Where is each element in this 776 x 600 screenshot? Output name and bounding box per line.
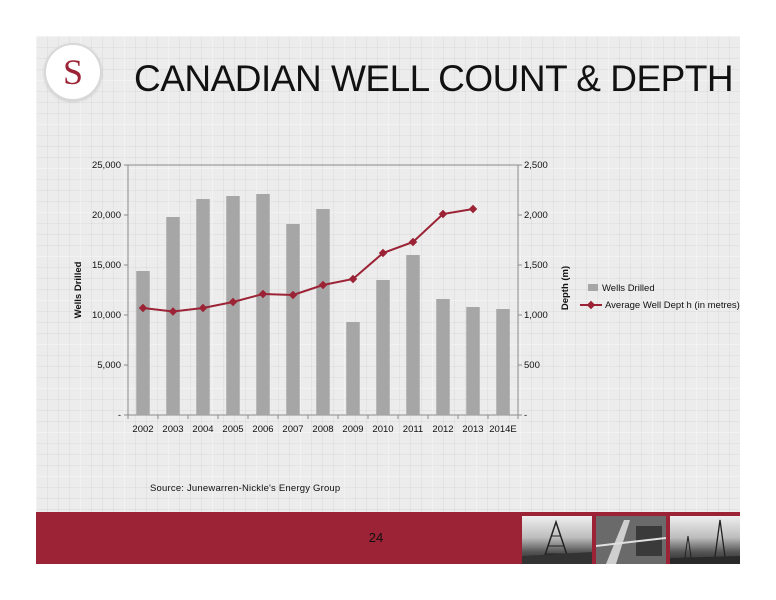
drill-floor-photo (596, 516, 666, 564)
slide: S CANADIAN WELL COUNT & DEPTH - 5,000 10,0… (36, 36, 740, 564)
x-tick-label: 2007 (282, 424, 303, 435)
source-note: Source: Junewarren-Nickle's Energy Group (150, 483, 341, 494)
bar-wells-drilled (406, 255, 420, 415)
x-tick-label: 2003 (162, 424, 183, 435)
y-tick-label: 15,000 (92, 260, 121, 271)
page-number: 24 (368, 530, 384, 545)
point-average-well-depth (318, 280, 328, 290)
y2-tick-label: 2,500 (524, 160, 548, 171)
point-average-well-depth (378, 248, 388, 258)
footer-bar: 24 (36, 512, 740, 564)
well-count-depth-chart: - 5,000 10,000 15,000 20,000 25,000 - 500 1,000 1… (73, 160, 740, 435)
drilling-rig-photo (522, 516, 592, 564)
bar-wells-drilled (136, 271, 150, 415)
slide-title: CANADIAN WELL COUNT & DEPTH (134, 58, 734, 99)
point-average-well-depth (228, 297, 238, 307)
x-tick-label: 2010 (372, 424, 393, 435)
line-average-well-depth (142, 208, 474, 313)
y-tick-label: 5,000 (97, 360, 121, 371)
x-tick-label: 2005 (222, 424, 243, 435)
x-tick-label: 2013 (462, 424, 483, 435)
x-tick-label: 2009 (342, 424, 363, 435)
y-tick-label: 25,000 (92, 160, 121, 171)
legend-label-wells-drilled: Wells Drilled (602, 283, 655, 294)
bar-wells-drilled (376, 280, 390, 415)
bar-wells-drilled (436, 299, 450, 415)
y2-tick-label: 1,500 (524, 260, 548, 271)
y-tick-label: 10,000 (92, 310, 121, 321)
y2-tick-label: 1,000 (524, 310, 548, 321)
legend-label-average-well-depth: Average Well Dept h (in metres) (605, 300, 740, 311)
logo-letter: S (62, 52, 84, 92)
y2-tick-label: 2,000 (524, 210, 548, 221)
point-average-well-depth (258, 289, 268, 299)
bar-wells-drilled (316, 209, 330, 415)
point-average-well-depth (468, 204, 478, 214)
x-tick-label: 2011 (403, 424, 423, 435)
x-tick-label: 2004 (192, 424, 213, 435)
bar-wells-drilled (496, 309, 510, 415)
point-average-well-depth (438, 209, 448, 219)
bar-wells-drilled (466, 307, 480, 415)
y-tick-label: - (118, 410, 121, 421)
legend-swatch-marker (586, 300, 596, 310)
point-average-well-depth (408, 237, 418, 247)
bar-wells-drilled (346, 322, 360, 415)
bar-wells-drilled (166, 217, 180, 415)
y2-tick-label: 500 (524, 360, 540, 371)
point-average-well-depth (138, 303, 148, 313)
point-average-well-depth (348, 274, 358, 284)
point-average-well-depth (168, 307, 178, 316)
legend-swatch-wells-drilled (588, 284, 598, 291)
y2-tick-label: - (524, 410, 527, 421)
x-tick-label: 2014E (489, 424, 516, 435)
x-tick-label: 2002 (132, 424, 153, 435)
point-average-well-depth (288, 290, 298, 300)
x-tick-label: 2006 (252, 424, 273, 435)
y-tick-label: 20,000 (92, 210, 121, 221)
point-average-well-depth (198, 303, 208, 313)
x-tick-label: 2008 (312, 424, 333, 435)
x-tick-label: 2012 (432, 424, 453, 435)
bar-wells-drilled (256, 194, 270, 415)
bar-wells-drilled (286, 224, 300, 415)
y2-axis-title: Depth (m) (560, 266, 571, 310)
company-logo: S (46, 45, 100, 99)
rig-silhouette-photo (670, 516, 740, 564)
y-axis-title: Wells Drilled (73, 261, 84, 318)
